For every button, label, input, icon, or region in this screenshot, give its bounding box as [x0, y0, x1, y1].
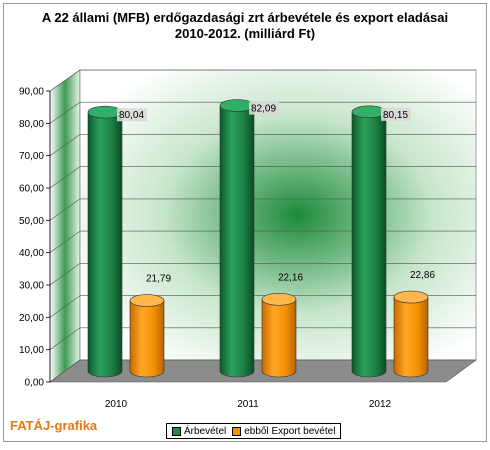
bar-top-1-2010: [129, 294, 165, 307]
gridline-side: [49, 295, 81, 318]
branding-text: FATÁJ-grafika: [10, 418, 98, 433]
y-tick-label: 30,00: [19, 281, 44, 292]
data-label-0-2011: 82,09: [251, 104, 276, 115]
chart-title: A 22 állami (MFB) erdőgazdasági zrt árbe…: [4, 10, 486, 42]
legend-swatch-green-icon: [172, 426, 181, 436]
legend-item-series-1: ebből Export bevétel: [232, 426, 335, 437]
y-tick-label: 80,00: [19, 119, 44, 130]
y-tick-label: 0,00: [25, 378, 45, 389]
bar-export-2011: [261, 299, 297, 378]
gridline-side: [49, 69, 81, 92]
chart-plot: 0,00 10,00 20,00 30,00 40,00 50,00 60,00 70,00 8…: [19, 69, 477, 410]
data-label-bg-0-2012: [381, 107, 411, 121]
data-label-0-2012: 80,15: [383, 110, 408, 121]
bar-top-1-2012: [393, 290, 429, 304]
bar-top-0-2010: [87, 105, 123, 119]
data-label-1-2010: 21,79: [146, 274, 171, 285]
x-tick-label-2011: 2011: [237, 399, 259, 410]
y-tick-label: 60,00: [19, 184, 44, 195]
bar-top-1-2011: [261, 293, 297, 306]
bar-revenue-2012: [351, 111, 387, 378]
y-tick-label: 70,00: [19, 151, 44, 162]
y-tick-label: 40,00: [19, 248, 44, 259]
y-tick-label: 10,00: [19, 345, 44, 356]
bar-revenue-2011: [219, 105, 255, 378]
bar-top-0-2012: [351, 105, 387, 119]
data-label-bg-0-2011: [249, 101, 279, 115]
gridline-side: [49, 198, 81, 221]
x-tick-label-2012: 2012: [369, 399, 392, 410]
legend-label-series-0: Árbevétel: [184, 425, 227, 437]
legend: Árbevétel ebből Export bevétel: [166, 423, 342, 439]
data-label-bg-0-2010: [117, 108, 147, 122]
bar-export-2012: [393, 296, 429, 378]
x-tick-label-2010: 2010: [105, 399, 128, 410]
gridline-side: [49, 327, 81, 350]
bar-top-0-2011: [219, 99, 255, 112]
bar-revenue-2010: [87, 111, 123, 378]
side-wall: [49, 69, 81, 383]
bar-export-2010: [129, 300, 165, 378]
chart-title-line-2: 2010-2012. (milliárd Ft): [174, 26, 316, 41]
chart-frame: A 22 állami (MFB) erdőgazdasági zrt árbe…: [3, 3, 487, 442]
y-tick-label: 90,00: [19, 87, 44, 98]
y-tick-label: 50,00: [19, 216, 44, 227]
gridline-side: [49, 134, 81, 156]
chart-title-line-1: A 22 állami (MFB) erdőgazdasági zrt árbe…: [41, 10, 449, 25]
data-label-1-2012: 22,86: [410, 270, 435, 281]
data-label-1-2011: 22,16: [278, 272, 303, 283]
legend-swatch-orange-icon: [232, 426, 242, 436]
gridline-side: [49, 101, 81, 124]
data-label-0-2010: 80,04: [119, 110, 144, 121]
gridline-side: [49, 263, 81, 286]
legend-item-series-0: Árbevétel: [172, 426, 226, 437]
y-tick-label: 20,00: [19, 313, 44, 324]
legend-label-series-1: ebből Export bevétel: [244, 425, 336, 437]
gridline-side: [49, 230, 81, 253]
gridline-side: [49, 359, 81, 383]
gridline-side: [49, 166, 81, 189]
